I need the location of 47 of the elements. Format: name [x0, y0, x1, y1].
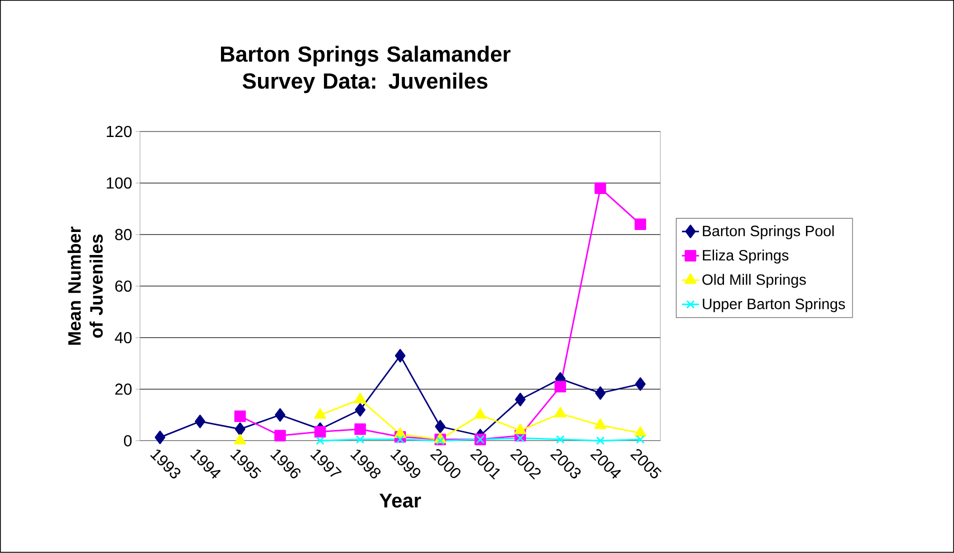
- y-axis-title: Mean Number of Juveniles: [68, 226, 103, 345]
- point: [595, 386, 606, 400]
- point: [516, 434, 525, 443]
- point: [634, 426, 646, 437]
- point: [354, 424, 366, 436]
- y-tick-label: 80: [115, 229, 132, 240]
- point: [234, 434, 246, 445]
- point: [234, 422, 246, 436]
- point: [634, 218, 646, 230]
- point: [274, 430, 286, 442]
- point: [354, 392, 366, 404]
- point: [314, 408, 326, 419]
- x-axis-title: Year: [379, 494, 421, 508]
- point: [554, 380, 566, 392]
- point: [594, 418, 606, 430]
- legend-label: Old Mill Springs: [702, 274, 806, 288]
- y-tick-label: 40: [114, 332, 132, 344]
- point: [594, 182, 606, 194]
- y-tick-label: 60: [115, 280, 132, 292]
- point: [636, 435, 645, 444]
- y-tick-label: 20: [115, 384, 132, 395]
- chart-title: Barton Springs Salamander Survey Data: Juveniles: [220, 46, 510, 94]
- point: [234, 410, 246, 422]
- point: [154, 430, 166, 444]
- point: [356, 435, 364, 444]
- point: [394, 349, 406, 363]
- point: [316, 436, 324, 446]
- point: [554, 407, 566, 418]
- legend-label: Upper Barton Springs: [702, 298, 845, 312]
- legend-label: Eliza Springs: [702, 250, 788, 264]
- point: [354, 403, 366, 417]
- legend-label: Barton Springs Pool: [702, 225, 834, 240]
- point: [474, 408, 486, 419]
- point: [436, 436, 445, 446]
- y-tick-label: 120: [106, 126, 132, 138]
- point: [596, 436, 605, 446]
- point: [635, 377, 646, 391]
- point: [396, 435, 404, 444]
- point: [514, 424, 526, 434]
- point: [194, 414, 206, 428]
- y-tick-label: 0: [124, 435, 132, 447]
- y-tick-label: 100: [106, 178, 132, 189]
- point: [434, 420, 446, 434]
- point: [314, 426, 326, 438]
- point: [556, 435, 565, 444]
- point: [515, 392, 526, 406]
- point: [274, 408, 286, 422]
